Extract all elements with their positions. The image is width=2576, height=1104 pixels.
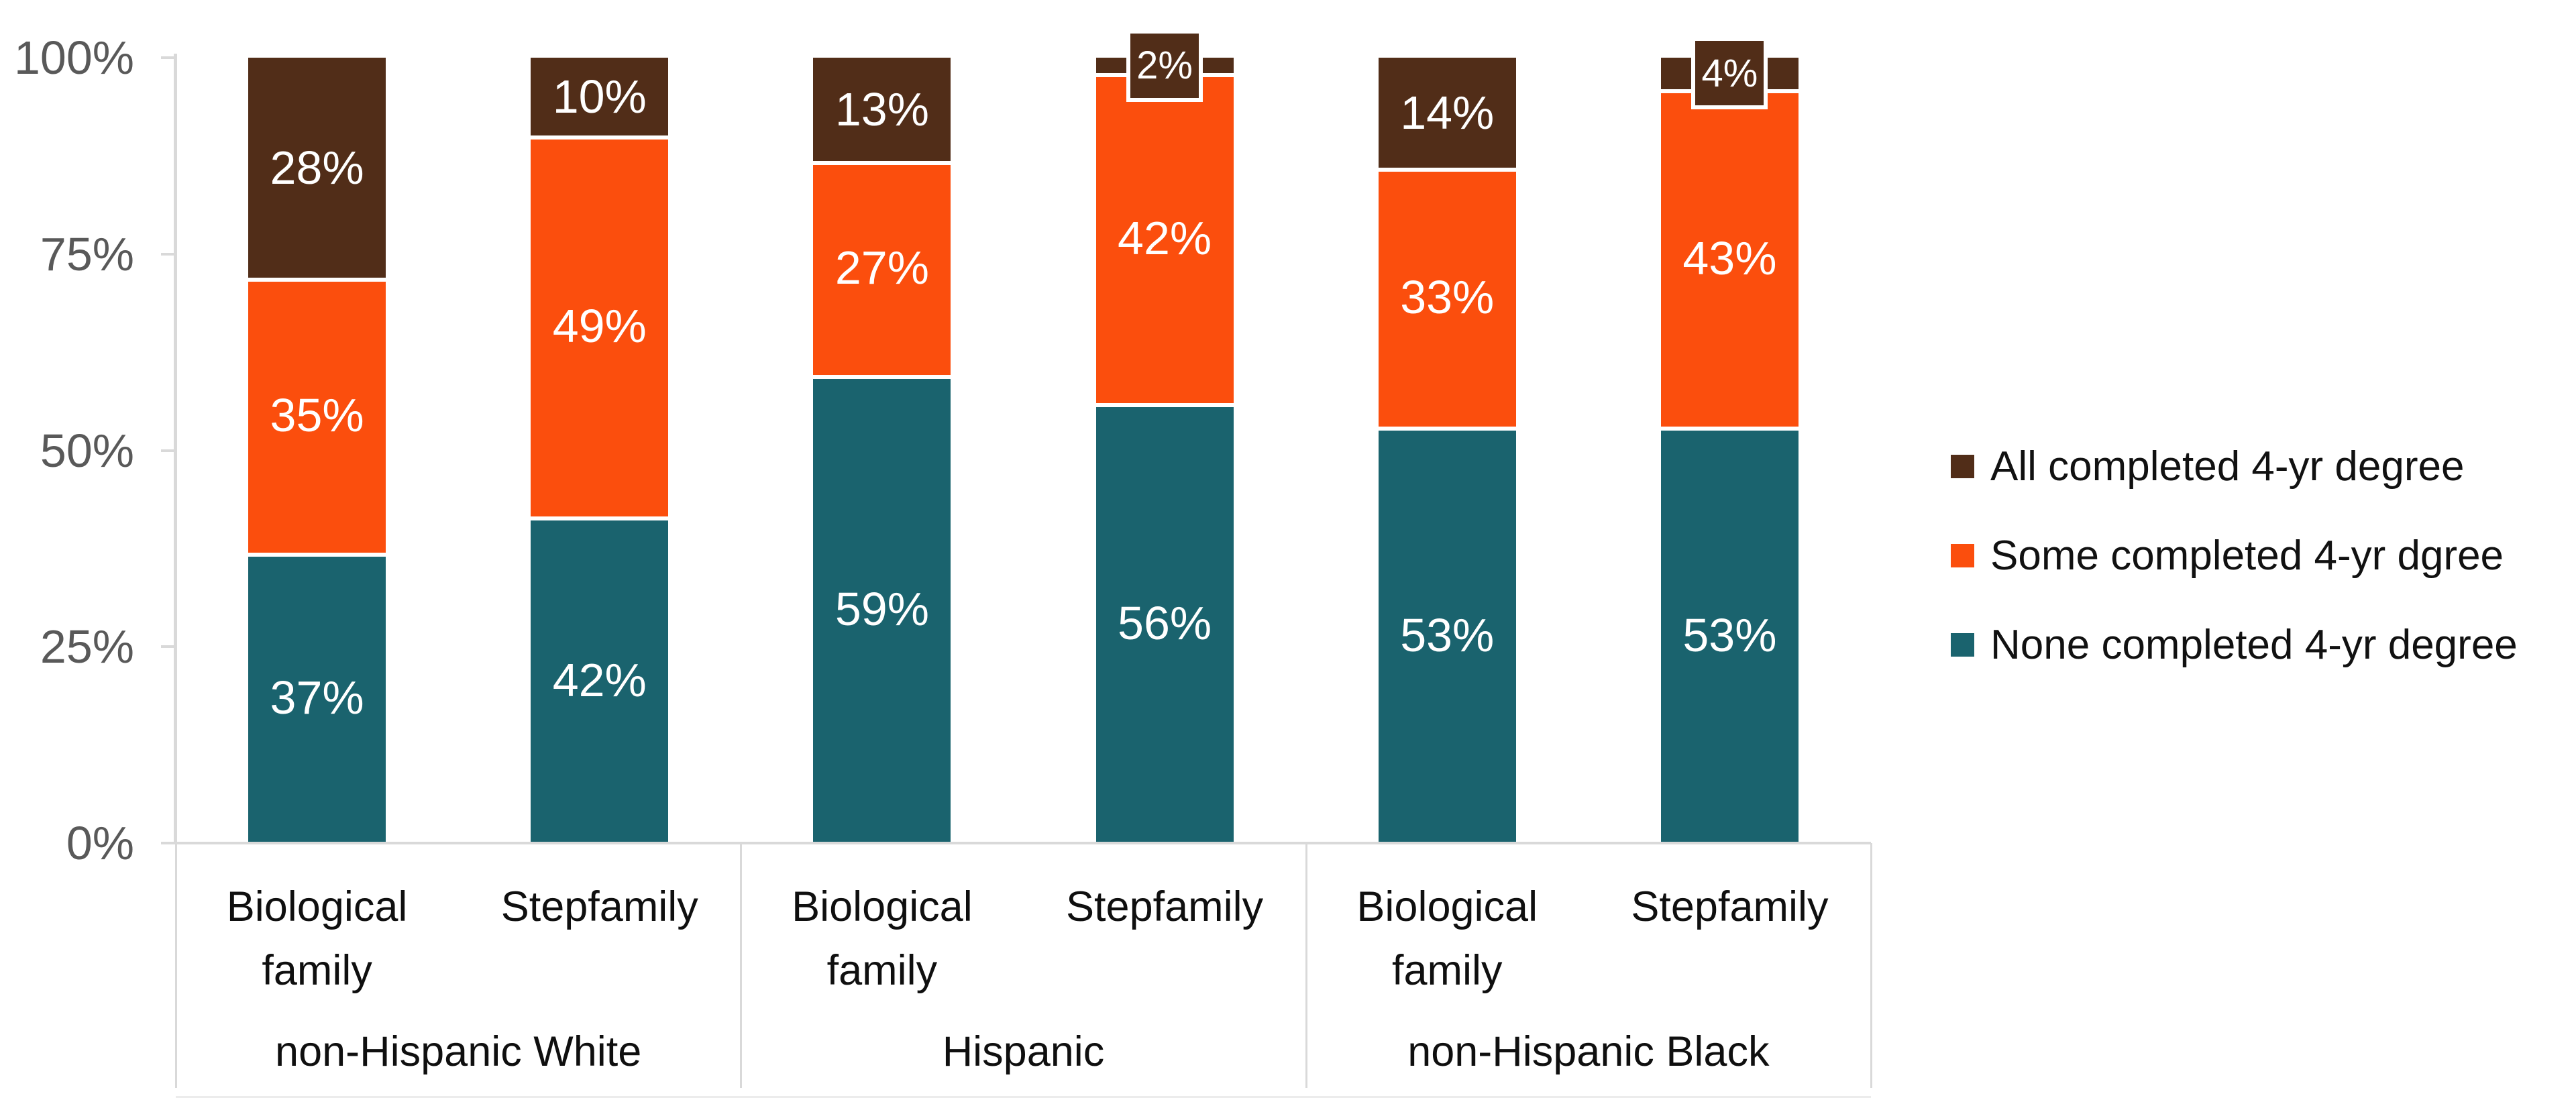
- group-label: Hispanic: [942, 1028, 1105, 1075]
- bar-value-label: 33%: [1400, 271, 1495, 324]
- y-tick-mark: [161, 645, 177, 649]
- category-label: family: [826, 947, 938, 994]
- bar-value-label: 53%: [1682, 608, 1777, 661]
- bar-segment-none: [1660, 427, 1799, 843]
- x-axis-baseline: [176, 842, 1871, 844]
- bar-segment-some: [813, 160, 951, 376]
- bar-value-label: 14%: [1400, 86, 1495, 139]
- category-label: Stepfamily: [500, 883, 698, 930]
- category-label: family: [1391, 947, 1503, 994]
- bar-value-label: 28%: [270, 141, 364, 194]
- category-label: Stepfamily: [1631, 883, 1829, 930]
- group-separator: [175, 843, 177, 1088]
- bar-segment-some: [1095, 73, 1234, 404]
- legend: All completed 4-yr degree Some completed …: [1951, 422, 2518, 689]
- bar-segment-all: [248, 58, 386, 278]
- y-tick-mark: [161, 252, 177, 256]
- legend-swatch: [1951, 455, 1974, 478]
- legend-label: None completed 4-yr degree: [1990, 622, 2518, 668]
- bar-segment-some: [248, 277, 386, 553]
- bar-value-label: 35%: [270, 388, 364, 441]
- group-label: non-Hispanic White: [275, 1028, 642, 1075]
- bar-value-label: 10%: [552, 70, 647, 123]
- category-label: Biological: [1356, 883, 1538, 930]
- bar-value-label: 53%: [1400, 608, 1495, 661]
- group-separator: [740, 843, 743, 1088]
- bar-value-label: 42%: [1118, 212, 1212, 265]
- bar-value-label: 42%: [552, 653, 647, 706]
- legend-item: None completed 4-yr degree: [1951, 600, 2518, 689]
- bar-segment-none: [813, 375, 951, 843]
- group-label: non-Hispanic Black: [1407, 1028, 1770, 1075]
- y-tick-label: 0%: [66, 817, 134, 869]
- bar-segment-none: [1095, 403, 1234, 843]
- bar-segment-some: [531, 135, 669, 517]
- bar-segment-all: [531, 58, 669, 135]
- legend-label: All completed 4-yr degree: [1990, 443, 2465, 490]
- bar-value-label: 27%: [835, 241, 929, 294]
- bar-value-label: 59%: [835, 583, 929, 636]
- y-tick-label: 75%: [40, 227, 134, 280]
- bar-segment-all: [1378, 58, 1516, 168]
- bar-segment-none: [248, 552, 386, 843]
- legend-swatch: [1951, 633, 1974, 657]
- bar-segment-some: [1378, 167, 1516, 427]
- legend-swatch: [1951, 544, 1974, 567]
- bar-value-callout: 2%: [1126, 29, 1203, 102]
- bar-segment-all: [813, 58, 951, 161]
- bar-segment-some: [1660, 89, 1799, 427]
- category-label: Biological: [226, 883, 408, 930]
- legend-item: Some completed 4-yr dgree: [1951, 511, 2518, 600]
- y-tick-label: 100%: [13, 32, 134, 84]
- bar-segment-none: [531, 516, 669, 843]
- y-axis-line: [174, 54, 177, 843]
- legend-label: Some completed 4-yr dgree: [1990, 533, 2504, 579]
- category-label: Biological: [792, 883, 973, 930]
- group-separator: [1305, 843, 1307, 1088]
- group-separator: [1870, 843, 1872, 1088]
- bar-value-label: 43%: [1682, 231, 1777, 284]
- y-tick-mark: [161, 56, 177, 59]
- axis-box-bottom-line: [176, 1096, 1871, 1098]
- bar-value-label: 56%: [1118, 597, 1212, 650]
- y-tick-label: 50%: [40, 424, 134, 477]
- bar-value-label: 37%: [270, 671, 364, 724]
- y-tick-mark: [161, 842, 177, 844]
- bar-segment-none: [1378, 427, 1516, 843]
- bar-value-label: 49%: [552, 299, 647, 352]
- category-label: Stepfamily: [1066, 883, 1264, 930]
- legend-item: All completed 4-yr degree: [1951, 422, 2518, 511]
- category-label: family: [262, 947, 372, 994]
- bar-value-callout: 4%: [1691, 37, 1768, 110]
- bar-value-label: 13%: [835, 82, 929, 135]
- y-tick-mark: [161, 449, 177, 452]
- y-tick-label: 25%: [40, 620, 134, 673]
